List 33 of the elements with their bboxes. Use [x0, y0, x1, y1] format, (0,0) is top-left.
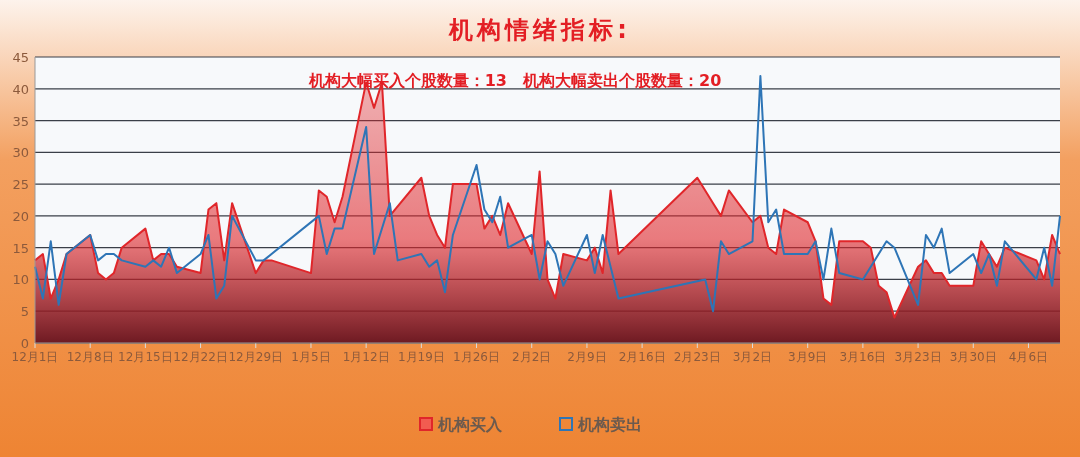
x-tick-label: 3月23日	[894, 350, 942, 364]
x-tick-label: 12月29日	[228, 350, 284, 364]
x-tick-label: 12月22日	[173, 350, 228, 364]
y-tick-label: 5	[20, 304, 29, 320]
y-tick-label: 45	[12, 50, 29, 65]
x-tick-label: 2月23日	[673, 350, 721, 364]
y-tick-label: 30	[12, 145, 29, 161]
x-tick-label: 12月1日	[11, 350, 59, 364]
x-tick-label: 3月16日	[839, 350, 887, 364]
annotation: 机构大幅买入个股数量：13 机构大幅卖出个股数量：20	[307, 71, 722, 90]
y-tick-label: 0	[20, 336, 29, 351]
x-tick-label: 1月19日	[397, 350, 445, 364]
x-tick-label: 12月15日	[118, 350, 173, 364]
x-tick-label: 12月8日	[66, 350, 114, 364]
y-tick-label: 10	[12, 272, 29, 288]
y-tick-label: 20	[12, 208, 29, 224]
y-tick-label: 25	[12, 177, 29, 193]
chart-title: 机构情绪指标:	[448, 16, 631, 44]
x-tick-label: 4月6日	[1008, 350, 1049, 364]
x-tick-label: 3月2日	[732, 350, 773, 364]
y-tick-label: 15	[12, 240, 29, 256]
x-tick-label: 1月5日	[291, 350, 331, 364]
legend-label: 机构卖出	[577, 415, 642, 434]
x-tick-label: 2月9日	[567, 350, 607, 364]
x-tick-label: 1月12日	[342, 350, 390, 364]
x-tick-label: 3月30日	[949, 350, 997, 364]
y-tick-label: 40	[12, 81, 29, 97]
x-tick-label: 3月9日	[788, 350, 828, 364]
x-tick-label: 2月16日	[618, 350, 666, 364]
y-tick-label: 35	[12, 113, 29, 129]
legend-label: 机构买入	[437, 415, 503, 434]
x-tick-label: 1月26日	[453, 350, 500, 364]
x-tick-label: 2月2日	[512, 350, 552, 364]
